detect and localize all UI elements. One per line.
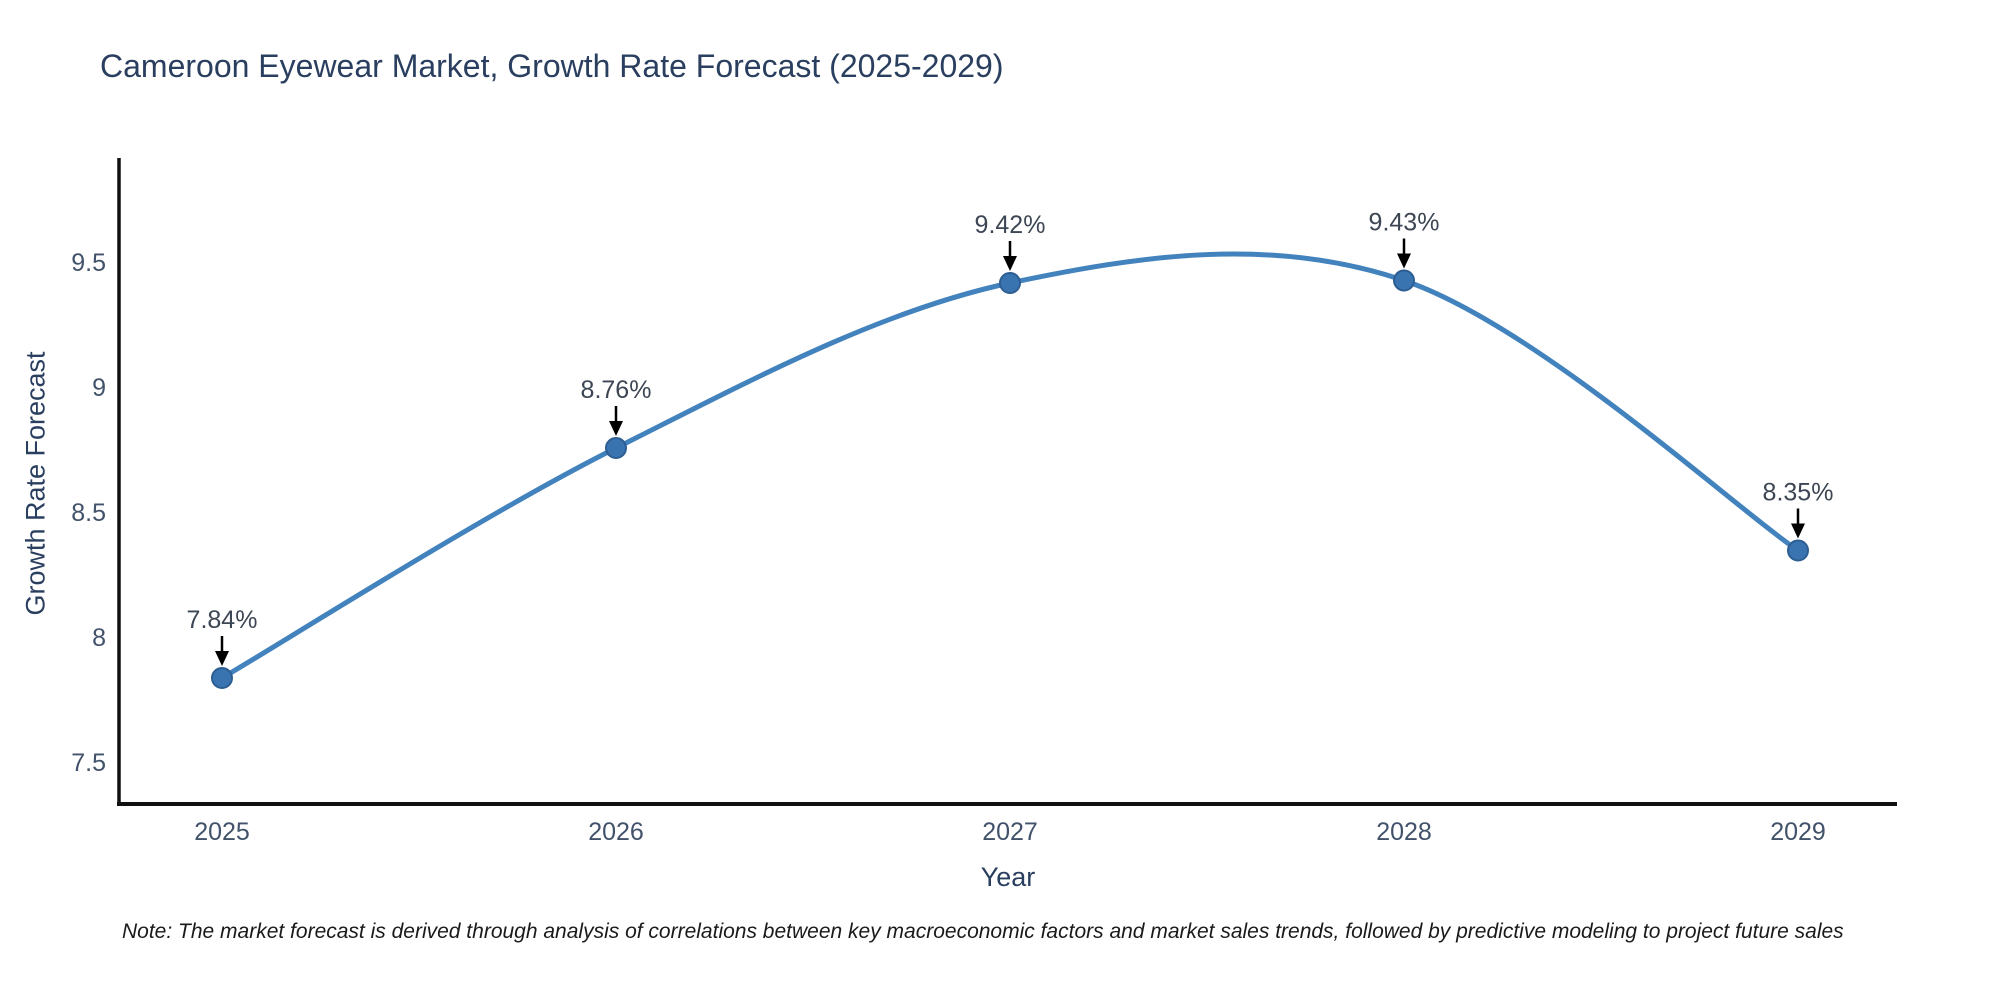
x-tick-label: 2025 bbox=[194, 818, 250, 846]
data-point-marker bbox=[211, 667, 233, 689]
annotation-arrowhead bbox=[1791, 523, 1805, 539]
data-point-marker bbox=[999, 272, 1021, 294]
x-tick-label: 2028 bbox=[1376, 818, 1432, 846]
chart-title: Cameroon Eyewear Market, Growth Rate For… bbox=[100, 48, 1004, 84]
annotation-arrowhead bbox=[215, 651, 229, 666]
point-annotation: 7.84% bbox=[187, 606, 258, 634]
point-annotation: 9.43% bbox=[1369, 209, 1440, 237]
point-annotation: 8.76% bbox=[581, 376, 652, 404]
x-axis-title: Year bbox=[980, 862, 1036, 892]
point-annotation: 8.35% bbox=[1763, 479, 1834, 507]
x-tick-label: 2027 bbox=[982, 818, 1038, 846]
y-tick-label: 8.5 bbox=[71, 499, 106, 527]
x-tick-label: 2029 bbox=[1770, 818, 1826, 846]
annotation-arrowhead bbox=[1003, 256, 1017, 271]
data-point-marker bbox=[1787, 539, 1809, 562]
x-tick-label: 2026 bbox=[588, 818, 644, 846]
annotation-arrowhead bbox=[1397, 253, 1411, 269]
y-tick-label: 9.5 bbox=[71, 249, 106, 277]
y-tick-label: 8 bbox=[92, 624, 106, 652]
series-line bbox=[219, 251, 1801, 681]
y-tick-label: 7.5 bbox=[71, 749, 106, 777]
data-point-marker bbox=[605, 437, 627, 459]
data-point-marker bbox=[1393, 269, 1415, 292]
y-tick-label: 9 bbox=[92, 374, 106, 402]
annotation-arrowhead bbox=[609, 421, 623, 436]
point-annotation: 9.42% bbox=[975, 211, 1046, 239]
footnote: Note: The market forecast is derived thr… bbox=[122, 920, 1844, 943]
